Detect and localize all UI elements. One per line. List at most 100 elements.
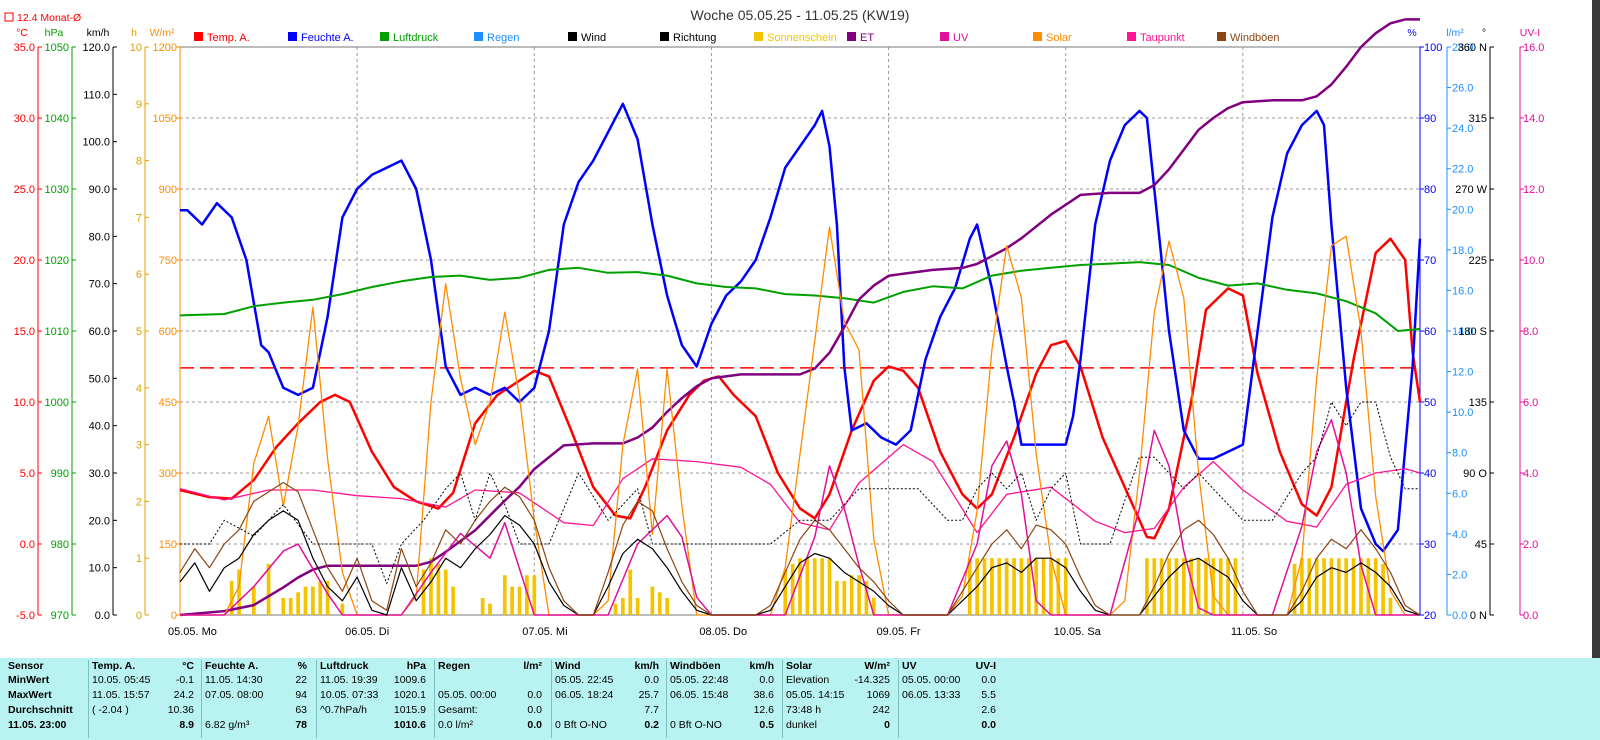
legend-label: Regen bbox=[487, 32, 519, 44]
statistics-table: Sensor MinWert MaxWert Durchschnitt 11.0… bbox=[0, 658, 1600, 740]
day-label: 08.05. Do bbox=[699, 626, 747, 638]
column-unit: hPa bbox=[406, 660, 426, 672]
legend-label: Solar bbox=[1046, 32, 1072, 44]
sunshine-bar bbox=[1181, 558, 1186, 615]
sunshine-bar bbox=[1336, 558, 1341, 615]
axis-tick-label: 80.0 bbox=[89, 231, 110, 243]
sunshine-bar bbox=[1189, 558, 1194, 615]
axis-tick-label: 0.0 bbox=[1523, 610, 1538, 622]
column-unit: l/m² bbox=[523, 660, 542, 672]
axis-tick-label: 100 bbox=[1424, 42, 1442, 54]
legend-swatch bbox=[1033, 32, 1042, 41]
axis-unit-label: hPa bbox=[45, 27, 64, 39]
axis-unit-label: % bbox=[1407, 27, 1416, 39]
axis-tick-label: 1050 bbox=[45, 42, 69, 54]
axis-unit-label: l/m² bbox=[1446, 27, 1464, 39]
axis-tick-label: 30.0 bbox=[14, 113, 35, 125]
cell-value: 1010.6 bbox=[393, 719, 426, 731]
axis-tick-label: 2 bbox=[136, 496, 142, 508]
axis-tick-label: 100.0 bbox=[82, 137, 110, 149]
cell-label: 05.05. 00:00 bbox=[902, 674, 961, 686]
sunshine-bar bbox=[650, 586, 655, 615]
axis-tick-label: 5.0 bbox=[20, 468, 35, 480]
cell-label: 05.05. 22:45 bbox=[555, 674, 614, 686]
sunshine-bar bbox=[1174, 558, 1179, 615]
axis-tick-label: 90.0 bbox=[89, 184, 110, 196]
cell-label: 06.05. 18:24 bbox=[555, 689, 614, 701]
axis-tick-label: 60.0 bbox=[89, 326, 110, 338]
axis-tick-label: 9 bbox=[136, 99, 142, 111]
cell-value: 94 bbox=[295, 689, 307, 701]
axis-tick-label: 150 bbox=[159, 539, 177, 551]
axis-tick-label: 10.0 bbox=[1523, 255, 1544, 267]
axis-tick-label: 6 bbox=[136, 269, 142, 281]
axis-tick-label: 120.0 bbox=[82, 42, 110, 54]
axis-tick-label: 180 S bbox=[1458, 326, 1487, 338]
axis-tick-label: 14.0 bbox=[1523, 113, 1544, 125]
axis-tick-label: 0 bbox=[136, 610, 142, 622]
cell-value: 0 bbox=[884, 719, 890, 731]
sunshine-bar bbox=[1359, 558, 1363, 615]
axis-tick-label: 60 bbox=[1424, 326, 1436, 338]
sunshine-bar bbox=[1292, 563, 1297, 615]
sunshine-bar bbox=[1307, 558, 1312, 615]
axis-tick-label: 0.0 bbox=[1452, 610, 1467, 622]
sunshine-bar bbox=[842, 580, 847, 615]
day-label: 09.05. Fr bbox=[877, 626, 921, 638]
sunshine-bar bbox=[1226, 558, 1230, 615]
column-header: Temp. A. bbox=[92, 660, 136, 672]
sunshine-bar bbox=[318, 580, 323, 615]
legend-swatch bbox=[288, 32, 297, 41]
axis-tick-label: 14.0 bbox=[1452, 326, 1473, 338]
axis-tick-label: 8.0 bbox=[1523, 326, 1538, 338]
axis-tick-label: 0 N bbox=[1470, 610, 1487, 622]
sunshine-bar bbox=[835, 580, 839, 615]
sunshine-bar bbox=[525, 575, 529, 615]
cell-label: 06.05. 15:48 bbox=[670, 689, 729, 701]
axis-tick-label: 360 N bbox=[1458, 42, 1487, 54]
axis-tick-label: 1050 bbox=[153, 113, 177, 125]
axis-tick-label: 225 bbox=[1469, 255, 1487, 267]
sunshine-bar bbox=[857, 575, 861, 615]
cell-value: 242 bbox=[872, 704, 890, 716]
axis-tick-label: 135 bbox=[1469, 397, 1487, 409]
sunshine-bar bbox=[864, 580, 869, 615]
series-line-uv bbox=[180, 419, 1420, 616]
axis-tick-label: 10.0 bbox=[89, 563, 110, 575]
sunshine-bar bbox=[967, 558, 972, 615]
axis-tick-label: 20.0 bbox=[14, 255, 35, 267]
sunshine-bar bbox=[429, 558, 433, 615]
column-separator bbox=[782, 660, 783, 738]
sunshine-bar bbox=[443, 569, 448, 615]
axis-tick-label: 750 bbox=[159, 255, 177, 267]
axis-tick-label: 40 bbox=[1424, 468, 1436, 480]
series-line-windb-en bbox=[179, 481, 1421, 616]
axis-tick-label: 8 bbox=[136, 156, 142, 168]
axis-tick-label: 10.0 bbox=[14, 397, 35, 409]
sunshine-bar bbox=[1049, 558, 1053, 615]
sunshine-bar bbox=[303, 586, 308, 615]
axis-tick-label: 10 bbox=[130, 42, 142, 54]
cell-value: 2.6 bbox=[981, 704, 996, 716]
month-avg-label: 12.4 Monat-Ø bbox=[17, 12, 81, 24]
axis-tick-label: 50.0 bbox=[89, 373, 110, 385]
sunshine-bar bbox=[1300, 558, 1304, 615]
axis-tick-label: 30 bbox=[1424, 539, 1436, 551]
cell-label: 10.05. 05:45 bbox=[92, 674, 151, 686]
sunshine-bar bbox=[665, 597, 669, 615]
column-separator bbox=[316, 660, 317, 738]
day-label: 07.05. Mi bbox=[522, 626, 567, 638]
column-unit: % bbox=[297, 660, 307, 672]
column-header: Solar bbox=[786, 660, 813, 672]
axis-tick-label: 1040 bbox=[45, 113, 69, 125]
cell-value: 25.7 bbox=[638, 689, 659, 701]
axis-unit-label: h bbox=[131, 27, 137, 39]
month-avg-icon bbox=[4, 12, 14, 22]
cell-label: ^0.7hPa/h bbox=[320, 704, 367, 716]
axis-tick-label: 990 bbox=[51, 468, 69, 480]
chart-series bbox=[179, 18, 1422, 617]
cell-value: 0.2 bbox=[644, 719, 659, 731]
column-separator bbox=[434, 660, 435, 738]
cell-value: 78 bbox=[295, 719, 307, 731]
sunshine-bar bbox=[296, 592, 300, 615]
